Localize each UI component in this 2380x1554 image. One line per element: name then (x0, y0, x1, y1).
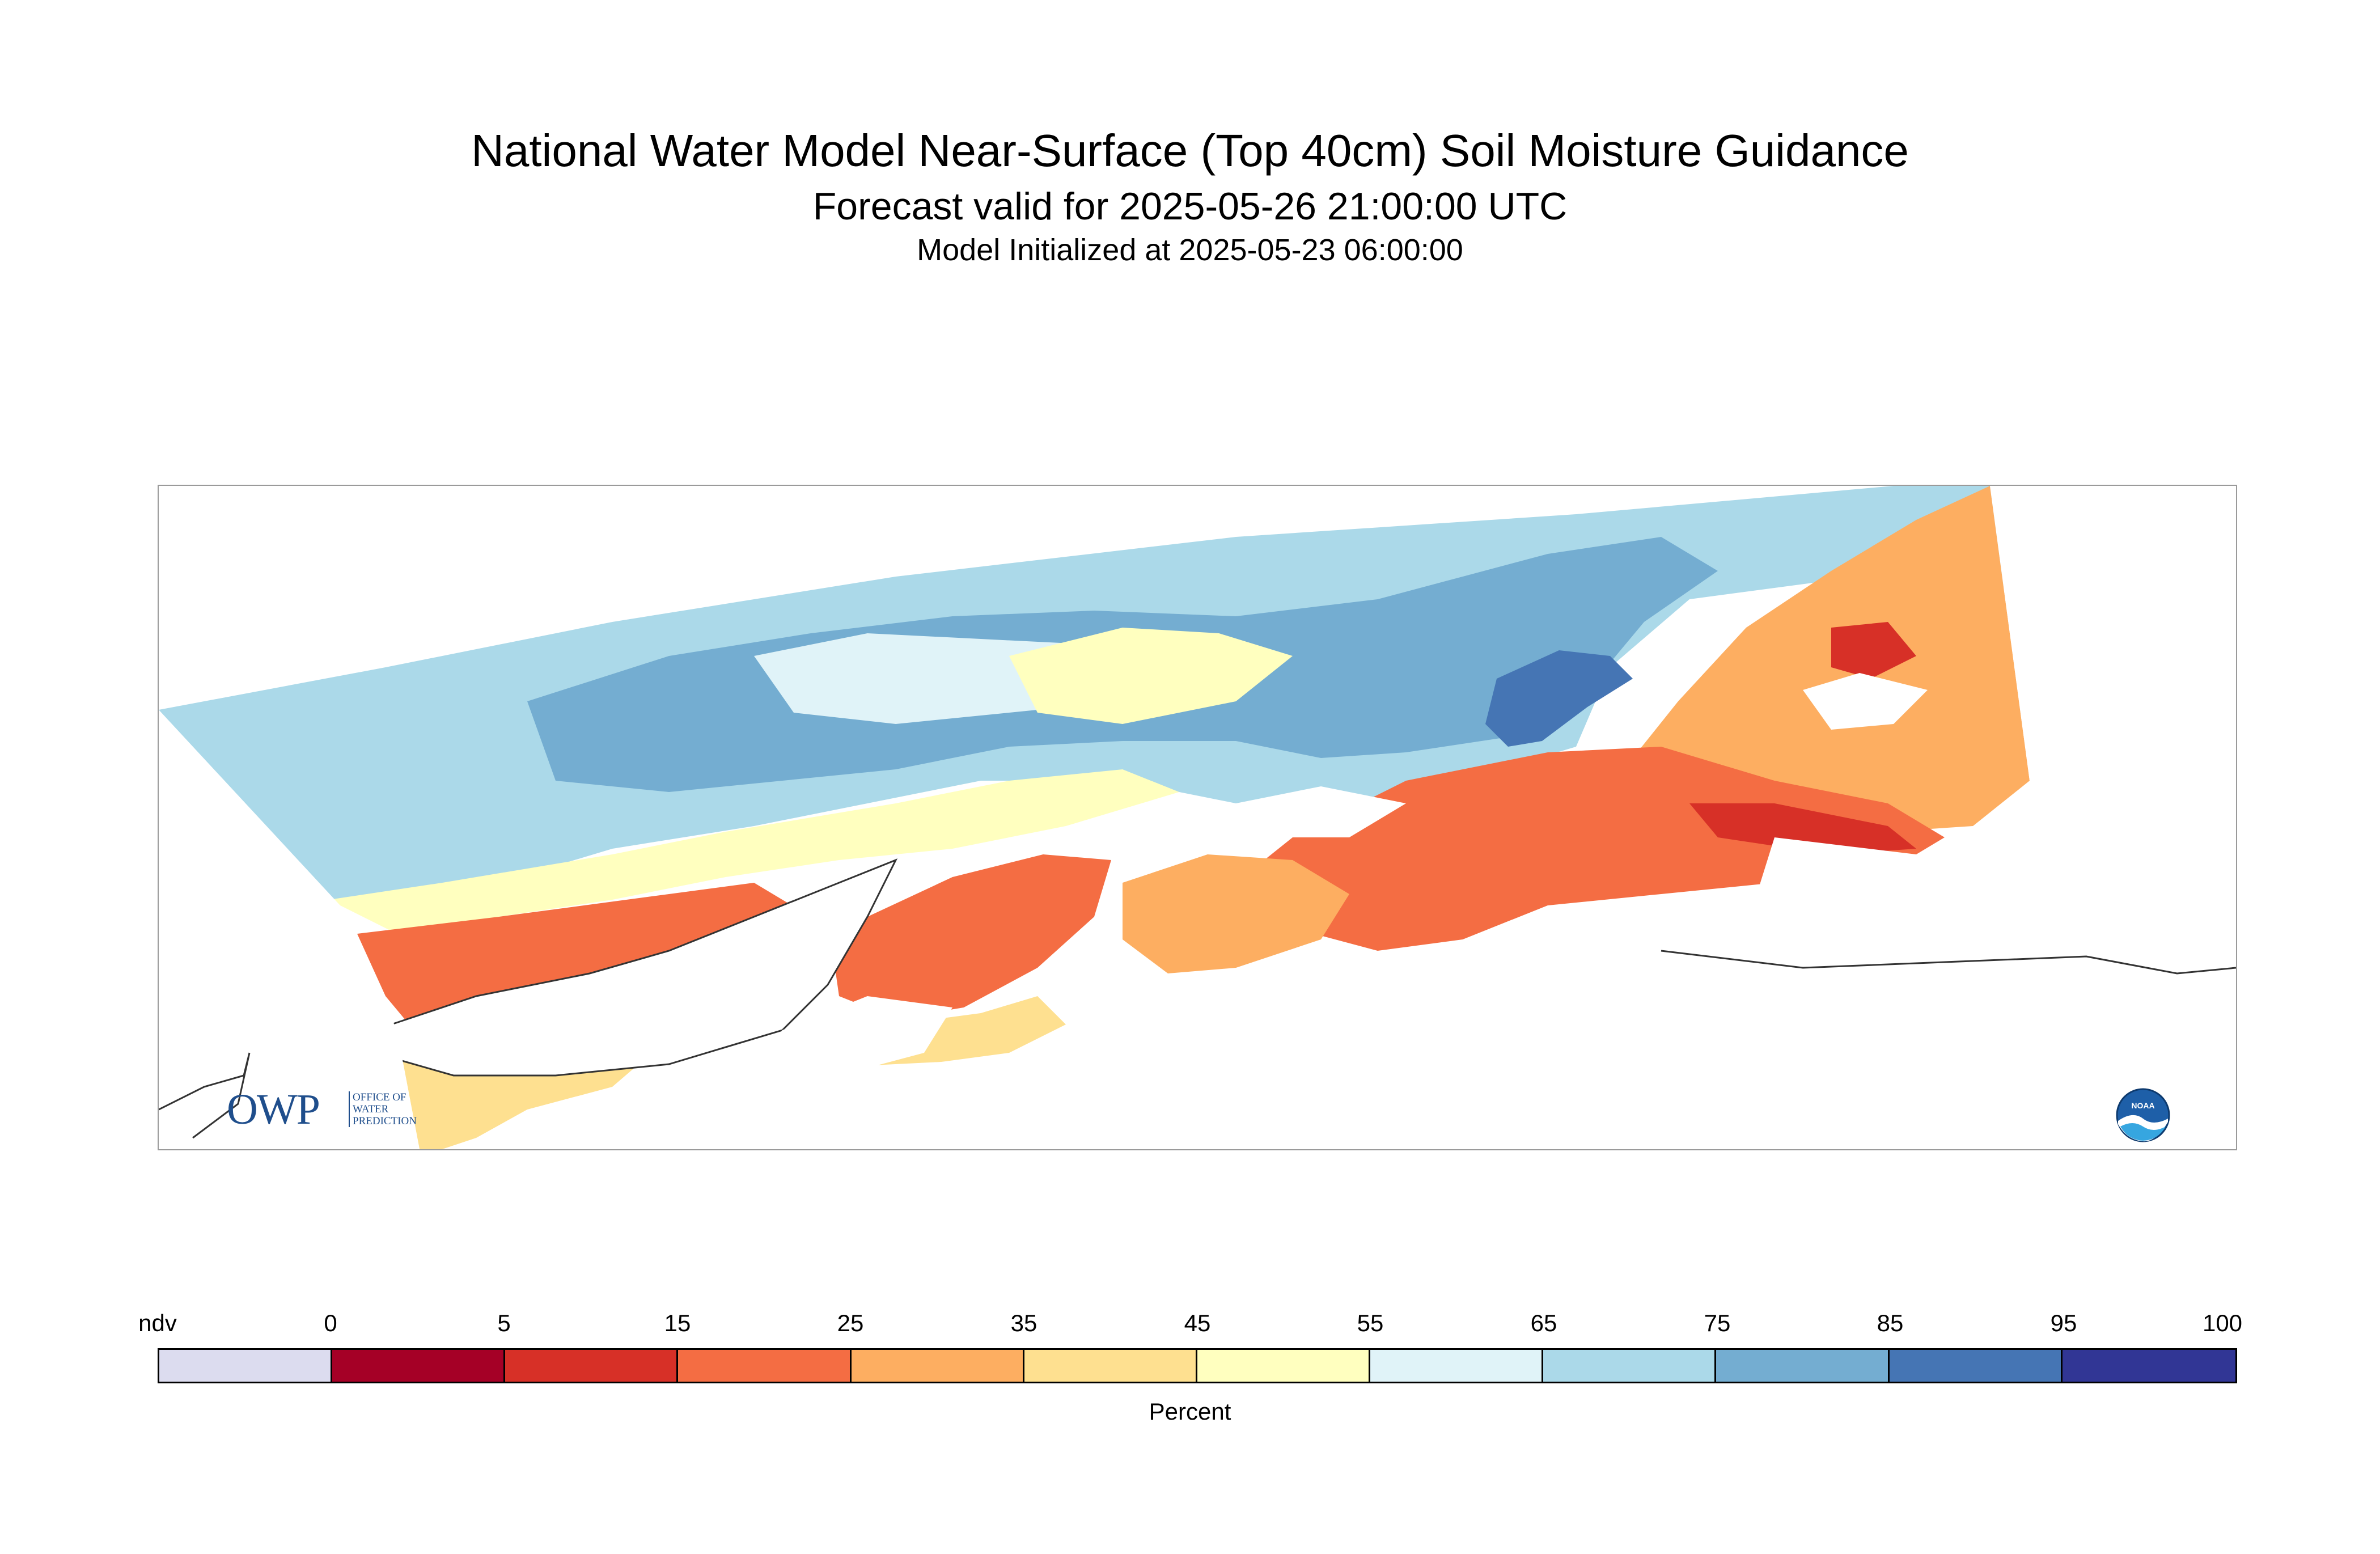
region-very-wet (1485, 650, 1633, 747)
forecast-valid-time: Forecast valid for 2025-05-26 21:00:00 U… (812, 185, 1568, 228)
colorbar-tick: 85 (1877, 1310, 1904, 1336)
colorbar-segment-5-15 (505, 1350, 679, 1382)
owp-sub-line-2: WATER (353, 1103, 389, 1115)
colorbar-tick: 15 (664, 1310, 691, 1336)
owp-logo: OWP OFFICE OF WATER PREDICTION (227, 1087, 431, 1138)
colorbar-segment-15-25 (678, 1350, 852, 1382)
region-dry-southwest (357, 883, 811, 1030)
colorbar-segment-75-85 (1716, 1350, 1890, 1382)
colorbar-tick: 0 (324, 1310, 337, 1336)
colorbar-tick: 100 (2202, 1310, 2243, 1336)
coastline-west (159, 1052, 251, 1139)
water-shelikof (754, 996, 952, 1075)
coastline-southeast (1661, 950, 2236, 975)
snowfield-east (1746, 837, 2086, 951)
noaa-letters: NOAA (2131, 1101, 2154, 1110)
owp-sub-text: OFFICE OF WATER PREDICTION (349, 1091, 443, 1127)
region-kenai (1123, 854, 1349, 973)
noaa-logo: NOAA (2116, 1088, 2170, 1142)
region-dry-peninsula (833, 854, 1111, 1019)
model-initialized-time: Model Initialized at 2025-05-23 06:00:00 (917, 233, 1463, 267)
region-dry-coastal (1236, 747, 1945, 951)
soil-moisture-map (159, 486, 2236, 1149)
colorbar-tick: 45 (1184, 1310, 1211, 1336)
colorbar-segment-35-45 (1024, 1350, 1197, 1382)
region-dark-dry-streaks (1689, 803, 1916, 854)
colorbar-segment-ndv (159, 1350, 333, 1382)
colorbar-label: Percent (1149, 1398, 1231, 1425)
colorbar-tick: 25 (837, 1310, 864, 1336)
region-dark-dry-streaks-2 (1831, 622, 1916, 679)
map-title: National Water Model Near-Surface (Top 4… (471, 125, 1909, 176)
region-pale-yellow (1009, 628, 1293, 724)
owp-sub-line-3: PREDICTION (353, 1115, 417, 1127)
colorbar-tick: 75 (1704, 1310, 1731, 1336)
colorbar-tick: 55 (1357, 1310, 1384, 1336)
colorbar-tick: 5 (497, 1310, 511, 1336)
colorbar-segment-95-100 (2062, 1350, 2235, 1382)
owp-sub-line-1: OFFICE OF (353, 1091, 406, 1103)
colorbar-tick: ndv (138, 1310, 177, 1336)
region-yellow-band (329, 769, 1179, 934)
colorbar-segment-85-95 (1889, 1350, 2063, 1382)
colorbar-tick: 35 (1010, 1310, 1037, 1336)
water-south-ocean (454, 917, 2236, 1149)
colorbar-segment-55-65 (1370, 1350, 1544, 1382)
colorbar-segment-25-35 (851, 1350, 1024, 1382)
colorbar-segment-45-55 (1197, 1350, 1371, 1382)
snowfield-alaska-range (1803, 673, 1928, 730)
outside-domain-east (1990, 486, 2236, 826)
owp-letters: OWP (227, 1086, 320, 1133)
water-cook-inlet (373, 858, 898, 1077)
snowfield-chugach (1236, 786, 1406, 837)
colorbar-segment-0-5 (332, 1350, 506, 1382)
colorbar (158, 1348, 2237, 1383)
colorbar-tick: 95 (2050, 1310, 2077, 1336)
map-panel: OWP OFFICE OF WATER PREDICTION NOAA (158, 485, 2237, 1150)
colorbar-tick: 65 (1530, 1310, 1557, 1336)
colorbar-segment-65-75 (1543, 1350, 1717, 1382)
outside-domain-west (159, 710, 420, 1149)
